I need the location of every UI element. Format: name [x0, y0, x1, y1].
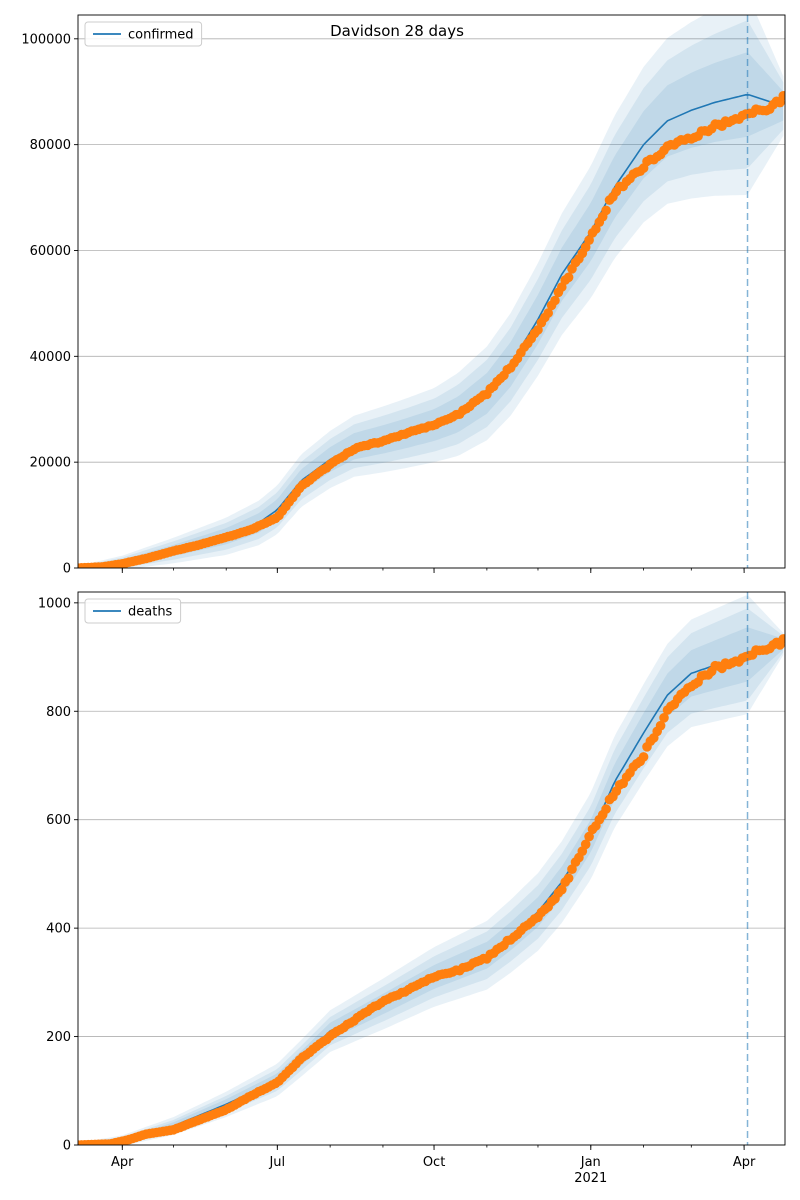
x-tick-label: Oct: [423, 1155, 445, 1170]
observed-series: [78, 91, 785, 568]
legend-box: [84, 598, 182, 624]
y-tick-label: 0: [63, 562, 71, 577]
x-tick-year-label: 2021: [574, 1171, 607, 1186]
y-tick-label: 600: [46, 813, 71, 828]
y-tick-label: 800: [46, 705, 71, 720]
legend-box: [84, 21, 203, 47]
observed-point: [778, 91, 785, 101]
observed-point: [601, 804, 611, 814]
observed-point: [550, 295, 560, 306]
observed-point: [567, 864, 577, 874]
x-tick-label: Jul: [268, 1155, 285, 1170]
uncertainty-band: [78, 52, 784, 568]
observed-series: [78, 634, 785, 1145]
observed-point: [601, 205, 611, 216]
observed-point: [543, 308, 553, 318]
observed-point: [557, 884, 567, 895]
confirmed-panel: 0 20000 40000 60000 80000 100000 confirmed: [21, 14, 786, 577]
uncertainty-band: [78, 627, 784, 1145]
observed-point: [563, 272, 574, 283]
legend-label: deaths: [128, 605, 173, 620]
observed-point: [778, 634, 785, 644]
x-tick-label: Apr: [111, 1155, 134, 1170]
legend: confirmed: [84, 21, 203, 47]
observed-point: [584, 831, 594, 842]
legend: deaths: [84, 598, 182, 624]
y-tick-label: 100000: [21, 32, 71, 47]
observed-point: [638, 752, 649, 762]
legend-label: confirmed: [128, 28, 194, 43]
y-tick-label: 200: [46, 1030, 71, 1045]
observed-point: [563, 873, 574, 883]
uncertainty-band: [78, 595, 784, 1145]
uncertainty-band: [78, 21, 784, 568]
y-tick-label: 80000: [30, 138, 71, 153]
axes-frame: [77, 14, 786, 569]
observed-point: [580, 839, 591, 850]
y-tick-label: 1000: [38, 596, 71, 611]
y-tick-label: 0: [63, 1139, 71, 1154]
plot-area: [78, 595, 785, 1145]
x-tick-label: Apr: [733, 1155, 756, 1170]
observed-point: [584, 235, 594, 245]
y-tick-label: 40000: [30, 350, 71, 365]
axes-frame: [77, 591, 786, 1146]
observed-point: [655, 720, 666, 731]
plot-area: [78, 15, 785, 568]
chart-title: Davidson 28 days: [330, 22, 464, 40]
uncertainty-band: [78, 15, 784, 568]
y-tick-label: 60000: [30, 244, 71, 259]
y-tick-label: 400: [46, 922, 71, 937]
y-tick-label: 20000: [30, 456, 71, 471]
observed-point: [533, 325, 543, 335]
observed-point: [659, 713, 669, 723]
x-tick-label: Jan: [580, 1155, 601, 1170]
